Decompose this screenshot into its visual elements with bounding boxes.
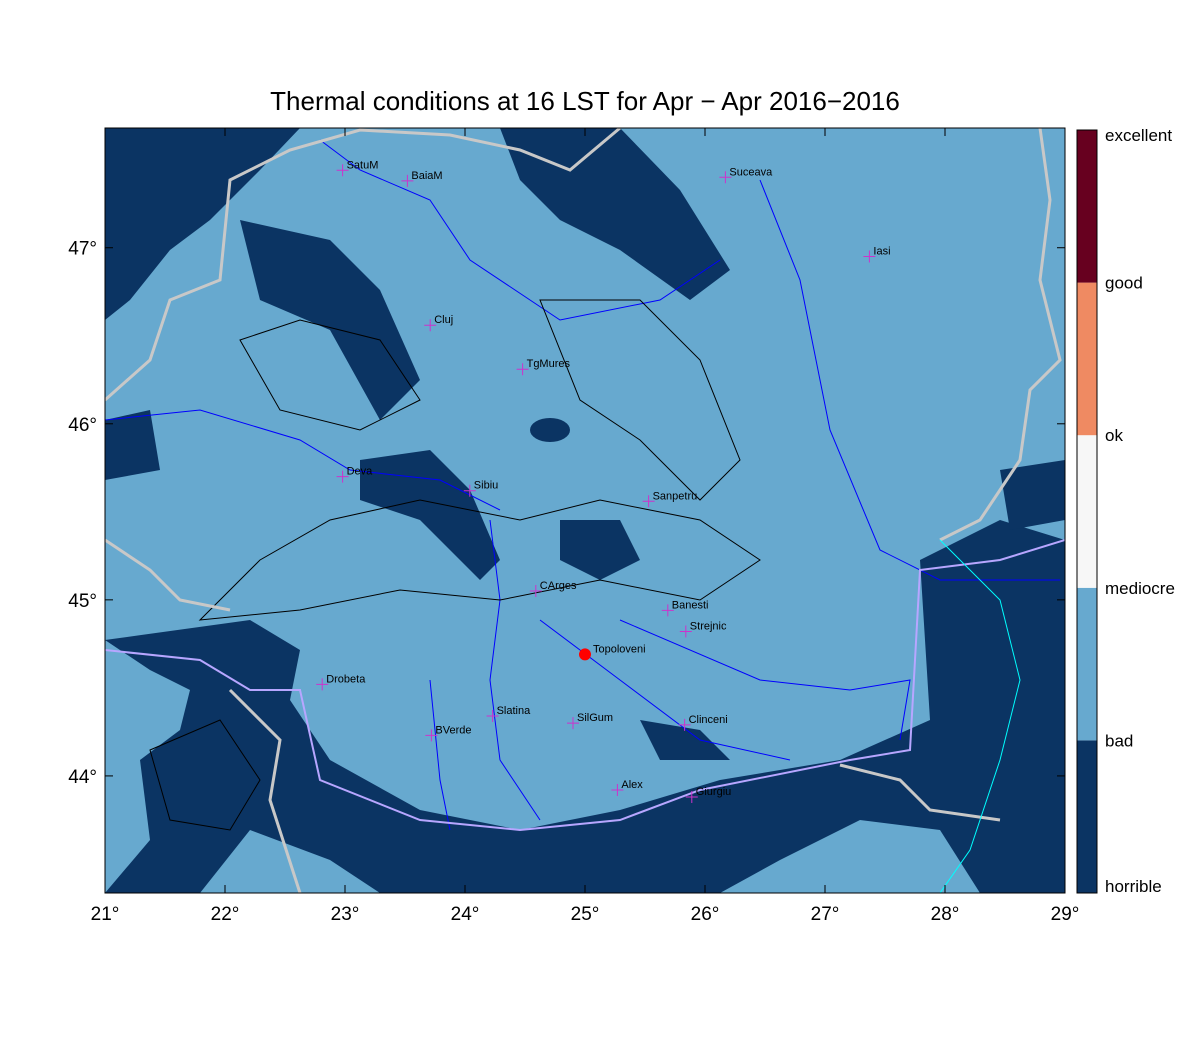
city-label: SilGum <box>577 712 613 724</box>
y-tick-label: 45° <box>68 591 97 612</box>
city-label: SatuM <box>347 159 379 171</box>
x-tick-label: 22° <box>211 904 240 925</box>
city-label: Strejnic <box>690 621 727 633</box>
city-marker <box>685 791 698 804</box>
colorbar-segment <box>1077 282 1097 436</box>
map-area <box>105 128 1065 893</box>
colorbar-label: excellent <box>1105 126 1172 145</box>
colorbar-segment <box>1077 740 1097 893</box>
colorbar-segment <box>1077 130 1097 283</box>
city-label: Giurgiu <box>696 786 731 798</box>
contours <box>149 299 761 831</box>
y-tick-label: 44° <box>68 767 97 788</box>
city-marker <box>529 585 542 598</box>
city-marker <box>336 164 349 177</box>
x-tick-label: 26° <box>691 904 720 925</box>
city-marker <box>425 729 438 742</box>
city-marker <box>679 625 692 638</box>
city-marker <box>661 604 674 617</box>
site-label: Topoloveni <box>593 643 646 655</box>
city-label: CArges <box>540 580 577 592</box>
x-tick-label: 25° <box>571 904 600 925</box>
borders <box>105 128 1062 893</box>
city-label: Cluj <box>434 314 453 326</box>
city-marker <box>401 174 414 187</box>
colorbar-label: mediocre <box>1105 579 1175 598</box>
city-label: Clinceni <box>689 714 728 726</box>
city-label: Banesti <box>672 599 709 611</box>
y-tick-label: 46° <box>68 415 97 436</box>
horrible-zones <box>105 128 1065 893</box>
city-label: Deva <box>347 466 374 478</box>
coastline <box>939 539 1021 893</box>
x-tick-label: 29° <box>1051 904 1080 925</box>
rivers <box>105 139 1060 831</box>
city-label: TgMures <box>527 358 571 370</box>
site-marker <box>579 648 591 661</box>
city-marker <box>486 710 499 723</box>
colorbar-label: ok <box>1105 426 1123 445</box>
city-marker <box>336 470 349 483</box>
city-marker <box>611 784 624 797</box>
x-tick-label: 21° <box>91 904 120 925</box>
colorbar-label: bad <box>1105 731 1133 750</box>
city-label: Drobeta <box>326 673 366 685</box>
colorbar-label: good <box>1105 274 1143 293</box>
city-marker <box>424 319 437 332</box>
city-marker <box>678 718 691 731</box>
city-label: Slatina <box>497 705 532 717</box>
x-tick-label: 23° <box>331 904 360 925</box>
city-marker <box>463 484 476 497</box>
city-marker <box>316 678 329 691</box>
y-tick-label: 47° <box>68 239 97 260</box>
city-label: Sanpetru <box>653 490 698 502</box>
city-label: Alex <box>621 779 643 791</box>
colorbar-segment <box>1077 435 1097 588</box>
x-tick-label: 24° <box>451 904 480 925</box>
x-tick-label: 27° <box>811 904 840 925</box>
city-label: Suceava <box>729 166 773 178</box>
city-marker <box>642 495 655 508</box>
colorbar-frame <box>1076 129 1098 894</box>
city-label: Sibiu <box>474 480 498 492</box>
colorbar-label: horrible <box>1105 877 1162 896</box>
city-marker <box>719 171 732 184</box>
city-marker <box>567 717 579 730</box>
colorbar-segment <box>1077 587 1097 741</box>
city-label: Iasi <box>873 246 890 258</box>
city-marker <box>516 363 529 376</box>
title: Thermal conditions at 16 LST for Apr − A… <box>270 86 900 116</box>
x-tick-label: 28° <box>931 904 960 925</box>
danube <box>105 539 1065 832</box>
city-marker <box>863 250 876 263</box>
city-label: BVerde <box>435 724 471 736</box>
city-label: BaiaM <box>411 170 442 182</box>
